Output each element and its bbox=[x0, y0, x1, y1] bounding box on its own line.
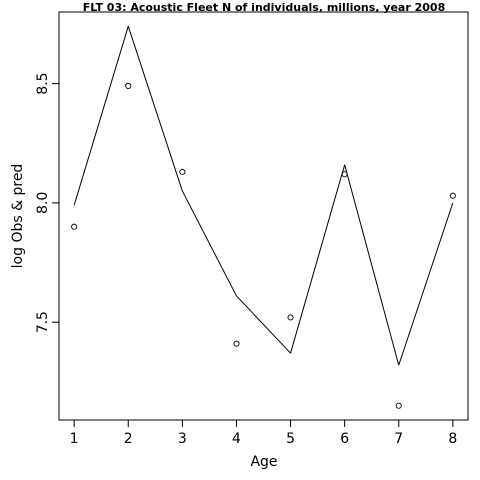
x-tick-label: 1 bbox=[70, 431, 79, 447]
observed-point bbox=[449, 192, 456, 199]
y-tick-label: 7.5 bbox=[35, 311, 51, 333]
x-tick-label: 4 bbox=[232, 431, 241, 447]
observed-point bbox=[233, 340, 240, 347]
x-tick-label: 2 bbox=[124, 431, 133, 447]
observed-point bbox=[341, 171, 348, 178]
plot-frame bbox=[58, 11, 469, 421]
y-tick-label: 8.0 bbox=[35, 192, 51, 214]
x-axis-label: Age bbox=[250, 454, 277, 470]
predicted-line-segment bbox=[398, 202, 454, 366]
x-tick-label: 8 bbox=[448, 431, 457, 447]
y-axis-label: log Obs & pred bbox=[10, 164, 26, 269]
y-axis: 7.5 8.0 8.5 bbox=[35, 72, 60, 333]
observed-point bbox=[71, 223, 78, 230]
x-axis: 1 2 3 4 5 6 7 8 bbox=[70, 419, 457, 447]
observed-point bbox=[287, 314, 294, 321]
x-tick-label: 5 bbox=[286, 431, 295, 447]
predicted-line-segment bbox=[127, 26, 183, 192]
x-tick-label: 7 bbox=[394, 431, 403, 447]
observed-point bbox=[125, 82, 132, 90]
predicted-line-segment bbox=[181, 190, 237, 297]
predicted-line-segment bbox=[344, 164, 400, 366]
predicted-series bbox=[73, 26, 454, 366]
observed-point bbox=[179, 168, 186, 175]
observed-series bbox=[71, 82, 456, 409]
chart-title: FLT 03: Acoustic Fleet N of individuals,… bbox=[83, 1, 445, 14]
predicted-line-segment bbox=[236, 295, 291, 354]
predicted-line-segment bbox=[73, 26, 129, 206]
x-tick-label: 6 bbox=[340, 431, 349, 447]
y-tick-label: 8.5 bbox=[35, 72, 51, 94]
x-tick-label: 3 bbox=[178, 431, 187, 447]
predicted-line-segment bbox=[290, 164, 346, 354]
observed-point bbox=[395, 402, 402, 409]
